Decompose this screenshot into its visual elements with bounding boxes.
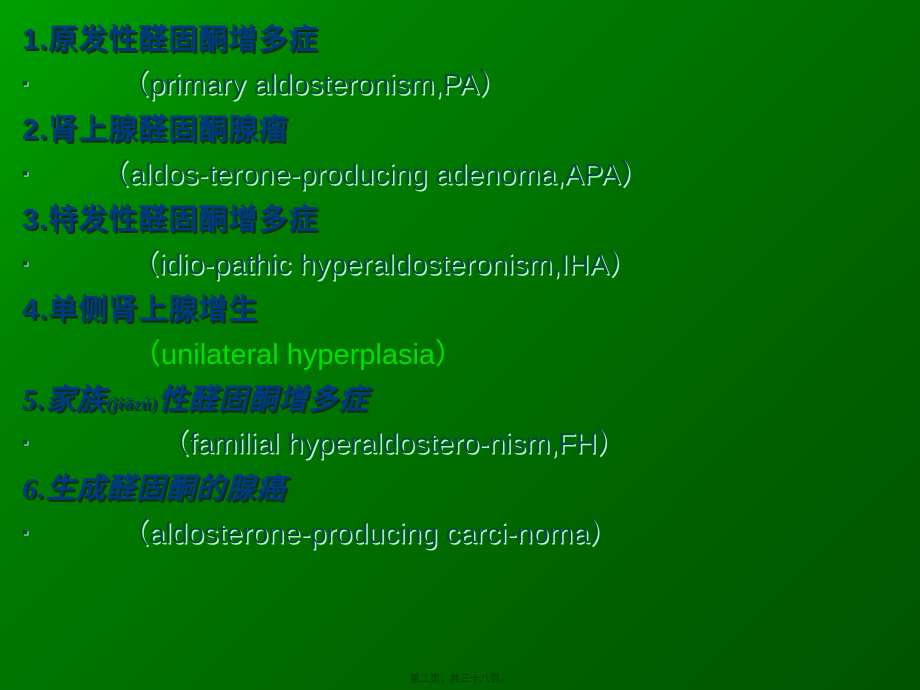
item-3-num: 3. (22, 204, 48, 236)
item-5-english-line: ▪ （familial hyperaldostero-nism,FH） (22, 422, 898, 467)
item-4-heading: 4.单侧肾上腺增生 (22, 288, 898, 333)
bullet-icon: ▪ (22, 429, 40, 457)
item-6-num: 6. (22, 473, 46, 505)
item-4-num: 4. (22, 294, 48, 326)
item-2-num: 2. (22, 114, 48, 146)
slide-footer: 第二页，共三十八页。 (0, 670, 920, 685)
item-3-title: 特发性醛固酮增多症 (48, 204, 318, 236)
item-6-title: 生成醛固酮的腺癌 (46, 473, 286, 505)
item-1-title: 原发性醛固酮增多症 (48, 24, 318, 56)
bullet-icon: ▪ (22, 250, 40, 278)
item-1-english-line: ▪ （primary aldosteronism,PA） (22, 63, 898, 108)
item-1-english: （primary aldosteronism,PA） (40, 63, 508, 108)
item-1-num: 1. (22, 24, 48, 56)
item-2-heading: 2.肾上腺醛固酮腺瘤 (22, 108, 898, 153)
item-4-english-line: （unilateral hyperplasia） (22, 333, 898, 378)
bullet-icon: ▪ (22, 160, 40, 188)
bullet-icon: ▪ (22, 519, 40, 547)
item-6-english-line: ▪ （aldosterone-producing carci-noma） (22, 512, 898, 557)
item-5-heading: 5.家族(jiāzú)性醛固酮增多症 (22, 378, 898, 423)
item-3-english-line: ▪ （idio-pathic hyperaldosteronism,IHA） (22, 243, 898, 288)
slide-content: 1.原发性醛固酮增多症 ▪ （primary aldosteronism,PA）… (0, 0, 920, 575)
item-5-num: 5. (22, 384, 46, 416)
item-3-english: （idio-pathic hyperaldosteronism,IHA） (40, 243, 638, 288)
bullet-icon: ▪ (22, 70, 40, 98)
item-5-title-before: 家族 (46, 384, 106, 416)
item-4-title: 单侧肾上腺增生 (48, 294, 258, 326)
item-2-english-line: ▪ （aldos-terone-producing adenoma,APA） (22, 153, 898, 198)
item-2-title: 肾上腺醛固酮腺瘤 (48, 114, 288, 146)
item-2-english: （aldos-terone-producing adenoma,APA） (40, 153, 649, 198)
item-4-english: （unilateral hyperplasia） (132, 339, 464, 371)
item-6-english: （aldosterone-producing carci-noma） (40, 512, 618, 557)
item-5-title-after: 性醛固酮增多症 (158, 384, 368, 416)
item-5-english: （familial hyperaldostero-nism,FH） (40, 422, 626, 467)
item-6-heading: 6.生成醛固酮的腺癌 (22, 467, 898, 512)
item-5-pinyin: (jiāzú) (106, 394, 158, 413)
item-1-heading: 1.原发性醛固酮增多症 (22, 18, 898, 63)
item-3-heading: 3.特发性醛固酮增多症 (22, 198, 898, 243)
